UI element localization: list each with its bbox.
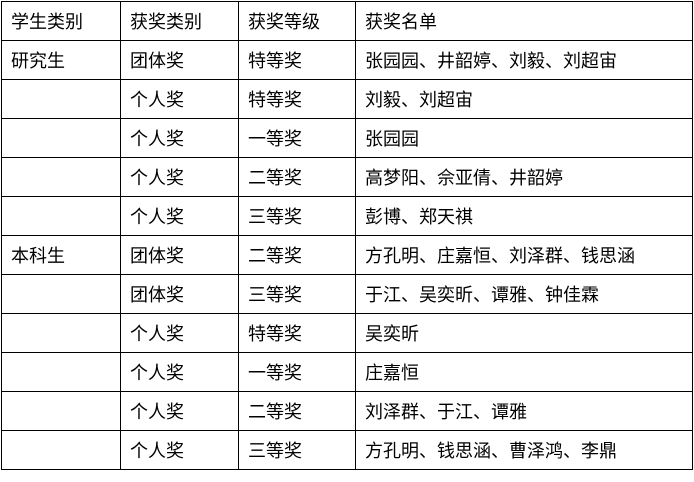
award-level-cell: 二等奖 (238, 157, 356, 197)
header-award-level: 获奖等级 (238, 1, 356, 41)
award-category-cell: 团体奖 (120, 235, 239, 275)
table-row: 个人奖 一等奖 庄嘉恒 (1, 352, 693, 392)
award-level-cell: 特等奖 (238, 40, 356, 80)
winner-list-cell: 吴奕昕 (355, 313, 693, 353)
table-row: 个人奖 特等奖 吴奕昕 (1, 313, 693, 353)
header-row: 学生类别 获奖类别 获奖等级 获奖名单 (1, 1, 693, 41)
winner-list-cell: 方孔明、庄嘉恒、刘泽群、钱思涵 (355, 235, 693, 275)
award-level-cell: 三等奖 (238, 196, 356, 236)
winner-list-cell: 张园园、井韶婷、刘毅、刘超宙 (355, 40, 693, 80)
student-category-cell (1, 274, 121, 314)
student-category-cell (1, 196, 121, 236)
student-category-cell (1, 313, 121, 353)
header-winner-list: 获奖名单 (355, 1, 693, 41)
award-level-cell: 一等奖 (238, 118, 356, 158)
table-row: 个人奖 三等奖 方孔明、钱思涵、曹泽鸿、李鼎 (1, 430, 693, 470)
student-category-cell: 本科生 (1, 235, 121, 275)
award-category-cell: 团体奖 (120, 274, 239, 314)
winner-list-cell: 刘泽群、于江、谭雅 (355, 391, 693, 431)
award-category-cell: 个人奖 (120, 118, 239, 158)
awards-table: 学生类别 获奖类别 获奖等级 获奖名单 研究生 团体奖 特等奖 张园园、井韶婷、刘毅、… (1, 1, 693, 470)
award-category-cell: 个人奖 (120, 157, 239, 197)
award-category-cell: 个人奖 (120, 196, 239, 236)
award-category-cell: 个人奖 (120, 313, 239, 353)
table-row: 个人奖 二等奖 高梦阳、佘亚倩、井韶婷 (1, 157, 693, 197)
student-category-cell (1, 118, 121, 158)
award-category-cell: 个人奖 (120, 352, 239, 392)
award-category-cell: 个人奖 (120, 79, 239, 119)
award-level-cell: 二等奖 (238, 391, 356, 431)
award-level-cell: 特等奖 (238, 313, 356, 353)
student-category-cell (1, 157, 121, 197)
winner-list-cell: 刘毅、刘超宙 (355, 79, 693, 119)
table-row: 个人奖 特等奖 刘毅、刘超宙 (1, 79, 693, 119)
student-category-cell (1, 352, 121, 392)
table-row: 本科生 团体奖 二等奖 方孔明、庄嘉恒、刘泽群、钱思涵 (1, 235, 693, 275)
table-row: 研究生 团体奖 特等奖 张园园、井韶婷、刘毅、刘超宙 (1, 40, 693, 80)
award-level-cell: 三等奖 (238, 430, 356, 470)
award-level-cell: 三等奖 (238, 274, 356, 314)
winner-list-cell: 张园园 (355, 118, 693, 158)
student-category-cell (1, 79, 121, 119)
award-level-cell: 特等奖 (238, 79, 356, 119)
table-row: 个人奖 三等奖 彭博、郑天祺 (1, 196, 693, 236)
award-category-cell: 个人奖 (120, 430, 239, 470)
award-level-cell: 一等奖 (238, 352, 356, 392)
table-row: 个人奖 一等奖 张园园 (1, 118, 693, 158)
winner-list-cell: 方孔明、钱思涵、曹泽鸿、李鼎 (355, 430, 693, 470)
award-category-cell: 团体奖 (120, 40, 239, 80)
student-category-cell (1, 391, 121, 431)
student-category-cell (1, 430, 121, 470)
award-category-cell: 个人奖 (120, 391, 239, 431)
header-award-category: 获奖类别 (120, 1, 239, 41)
table-row: 个人奖 二等奖 刘泽群、于江、谭雅 (1, 391, 693, 431)
winner-list-cell: 庄嘉恒 (355, 352, 693, 392)
winner-list-cell: 彭博、郑天祺 (355, 196, 693, 236)
award-level-cell: 二等奖 (238, 235, 356, 275)
winner-list-cell: 高梦阳、佘亚倩、井韶婷 (355, 157, 693, 197)
header-student-category: 学生类别 (1, 1, 121, 41)
table-row: 团体奖 三等奖 于江、吴奕昕、谭雅、钟佳霖 (1, 274, 693, 314)
student-category-cell: 研究生 (1, 40, 121, 80)
winner-list-cell: 于江、吴奕昕、谭雅、钟佳霖 (355, 274, 693, 314)
